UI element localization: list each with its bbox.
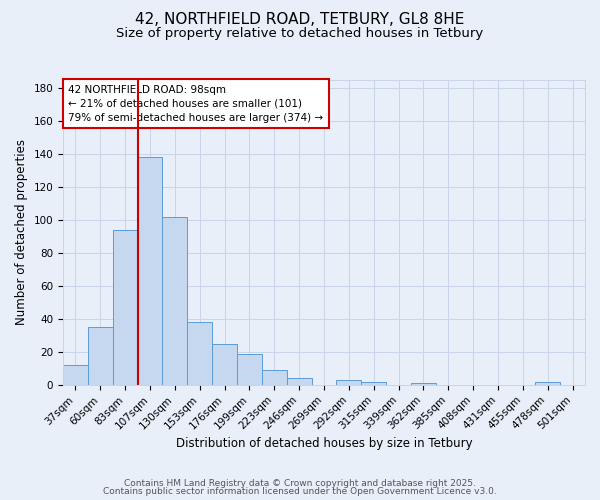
Bar bbox=[237, 354, 262, 385]
Y-axis label: Number of detached properties: Number of detached properties bbox=[15, 140, 28, 326]
Bar bbox=[187, 322, 212, 385]
Bar bbox=[212, 344, 237, 385]
Bar bbox=[535, 382, 560, 385]
Bar bbox=[337, 380, 361, 385]
Bar bbox=[163, 217, 187, 385]
Bar bbox=[113, 230, 137, 385]
Bar bbox=[262, 370, 287, 385]
Bar bbox=[63, 365, 88, 385]
Bar bbox=[137, 158, 163, 385]
Text: Size of property relative to detached houses in Tetbury: Size of property relative to detached ho… bbox=[116, 28, 484, 40]
Bar bbox=[287, 378, 311, 385]
Bar bbox=[411, 383, 436, 385]
X-axis label: Distribution of detached houses by size in Tetbury: Distribution of detached houses by size … bbox=[176, 437, 472, 450]
Bar bbox=[88, 327, 113, 385]
Text: 42 NORTHFIELD ROAD: 98sqm
← 21% of detached houses are smaller (101)
79% of semi: 42 NORTHFIELD ROAD: 98sqm ← 21% of detac… bbox=[68, 84, 323, 122]
Text: 42, NORTHFIELD ROAD, TETBURY, GL8 8HE: 42, NORTHFIELD ROAD, TETBURY, GL8 8HE bbox=[136, 12, 464, 28]
Bar bbox=[361, 382, 386, 385]
Text: Contains HM Land Registry data © Crown copyright and database right 2025.: Contains HM Land Registry data © Crown c… bbox=[124, 478, 476, 488]
Text: Contains public sector information licensed under the Open Government Licence v3: Contains public sector information licen… bbox=[103, 488, 497, 496]
